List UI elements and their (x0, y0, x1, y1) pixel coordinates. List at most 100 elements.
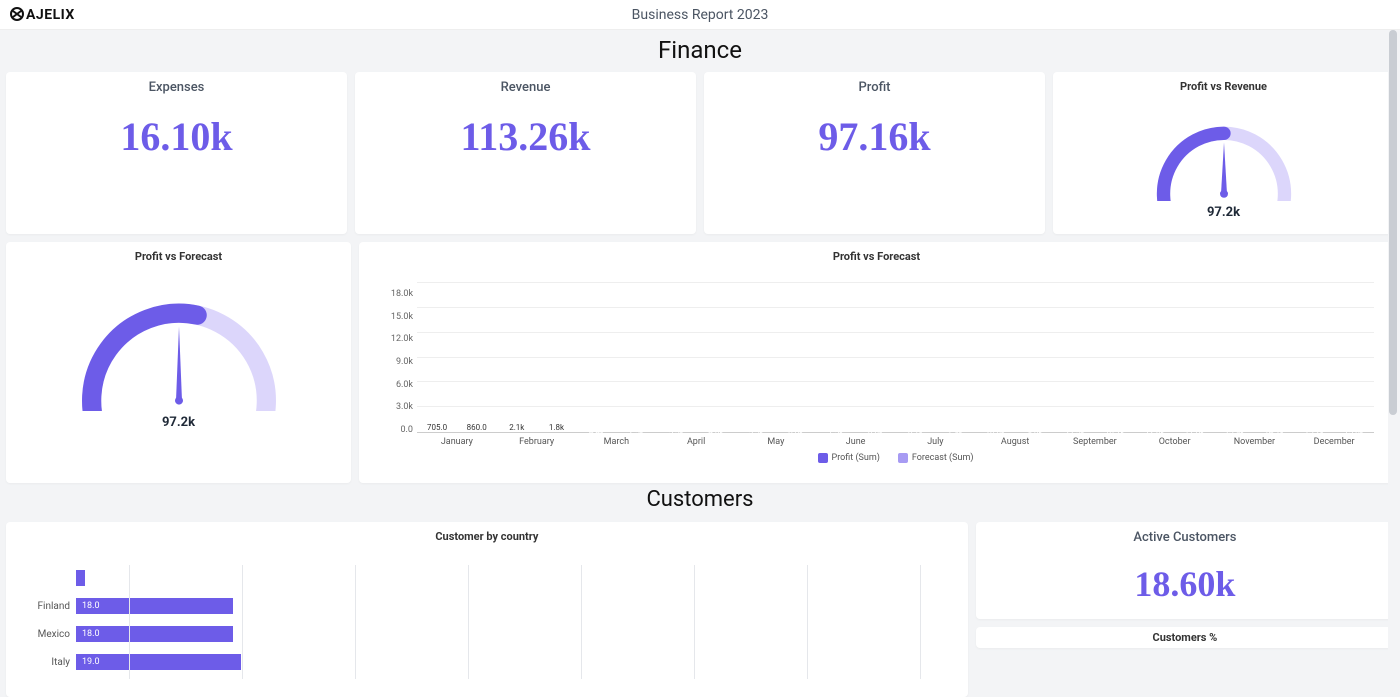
legend-item: Forecast (Sum) (898, 453, 974, 463)
bar-label: 12.6k (1145, 428, 1165, 437)
bar-label: 1.8k (549, 423, 564, 432)
bar-label: 15.2k (1304, 428, 1324, 437)
bar-label: 10.1k (1105, 428, 1125, 437)
legend-label: Forecast (Sum) (912, 453, 974, 463)
x-tick: March (577, 437, 657, 447)
y-tick: 6.0k (377, 380, 413, 390)
x-tick: October (1135, 437, 1215, 447)
x-tick: July (896, 437, 976, 447)
chart-card-customer-by-country: Customer by country Finland18.0Mexico18.… (6, 522, 968, 697)
bar-label: 11.6k (1185, 428, 1205, 437)
cbc-bar[interactable]: 18.0 (76, 598, 233, 614)
bar-label: 13.9k (1225, 428, 1245, 437)
y-tick: 12.0k (377, 334, 413, 344)
kpi-card-active-customers: Active Customers 18.60k (976, 522, 1394, 619)
gauge-profit-forecast (16, 281, 341, 411)
barchart-legend: Profit (Sum) Forecast (Sum) (417, 453, 1374, 463)
customers-pct-title: Customers % (984, 631, 1386, 644)
y-tick: 3.0k (377, 402, 413, 412)
x-tick: November (1215, 437, 1295, 447)
bar-label: 6.0k (788, 428, 803, 437)
barchart-title: Profit vs Forecast (369, 250, 1384, 263)
cbc-country-label: Finland (22, 601, 70, 612)
x-tick: February (497, 437, 577, 447)
topbar: AJELIX Business Report 2023 (0, 0, 1400, 30)
bar-label: 2.5k (629, 428, 644, 437)
cbc-value: 19.0 (82, 657, 100, 667)
barchart-card-profit-forecast: Profit vs Forecast 18.0k 15.0k 12.0k 9.0k 6.… (359, 242, 1394, 483)
section-header-customers: Customers (0, 483, 1400, 518)
y-tick: 9.0k (377, 357, 413, 367)
barchart-y-axis: 18.0k 15.0k 12.0k 9.0k 6.0k 3.0k 0.0 (377, 289, 413, 435)
bar-label: 4.0k (708, 428, 723, 437)
brand-logo: AJELIX (10, 7, 75, 23)
report-title: Business Report 2023 (632, 7, 769, 23)
customer-by-country-chart: Finland18.0Mexico18.0Italy19.0 (16, 561, 958, 683)
cbc-title: Customer by country (16, 530, 958, 543)
x-tick: May (736, 437, 816, 447)
cbc-bar[interactable]: 18.0 (76, 626, 233, 642)
kpi-value-revenue: 113.26k (365, 113, 686, 160)
bar-label: 5.3k (669, 428, 684, 437)
barchart-x-axis: JanuaryFebruaryMarchAprilMayJuneJulyAugu… (417, 437, 1374, 447)
y-tick: 15.0k (377, 312, 413, 322)
cbc-row (76, 567, 946, 589)
gauge-card-profit-forecast: Profit vs Forecast 97.2k (6, 242, 351, 483)
bar-label: 7.5k (828, 428, 843, 437)
kpi-value-expenses: 16.10k (16, 113, 337, 160)
bar-label: 14.1k (1264, 428, 1284, 437)
x-tick: June (816, 437, 896, 447)
x-tick: April (656, 437, 736, 447)
cbc-country-label: Italy (22, 657, 70, 668)
kpi-card-profit: Profit 97.16k (704, 72, 1045, 234)
y-tick: 0.0 (377, 425, 413, 435)
x-tick: January (417, 437, 497, 447)
cbc-row: Mexico18.0 (76, 623, 946, 645)
bar-label: 6.8k (868, 428, 883, 437)
page-scrollbar[interactable] (1388, 30, 1398, 672)
bar-label: 860.0 (467, 423, 487, 432)
bar-label: 4.4k (589, 428, 604, 437)
kpi-card-revenue: Revenue 113.26k (355, 72, 696, 234)
brand-icon (10, 7, 24, 21)
cbc-value: 18.0 (82, 601, 100, 611)
legend-swatch (898, 453, 908, 463)
cbc-row: Finland18.0 (76, 595, 946, 617)
bar-label: 7.9k (948, 428, 963, 437)
bar-label: 10.0k (985, 428, 1005, 437)
bar-label: 8.7k (908, 428, 923, 437)
bar-label: 11.3k (1065, 428, 1085, 437)
kpi-value-profit: 97.16k (714, 113, 1035, 160)
customers-row: Customer by country Finland18.0Mexico18.… (0, 522, 1400, 697)
kpi-title-profit: Profit (714, 80, 1035, 95)
x-tick: August (975, 437, 1055, 447)
scrollbar-thumb[interactable] (1389, 30, 1397, 415)
legend-item: Profit (Sum) (818, 453, 880, 463)
gauge-card-profit-revenue: Profit vs Revenue 97.2k (1053, 72, 1394, 234)
legend-swatch (818, 453, 828, 463)
kpi-value-active-customers: 18.60k (986, 563, 1384, 605)
legend-label: Profit (Sum) (832, 453, 880, 463)
kpi-card-expenses: Expenses 16.10k (6, 72, 347, 234)
gauge-title-profit-forecast: Profit vs Forecast (16, 250, 341, 263)
gauge-title-profit-revenue: Profit vs Revenue (1063, 80, 1384, 93)
cbc-bar[interactable]: 19.0 (76, 654, 241, 670)
bar-label: 5.5k (748, 428, 763, 437)
bar-label: 705.0 (427, 423, 447, 432)
section-header-finance: Finance (0, 30, 1400, 72)
cbc-country-label: Mexico (22, 629, 70, 640)
kpi-title-expenses: Expenses (16, 80, 337, 95)
y-tick: 18.0k (377, 289, 413, 299)
gauge-profit-revenue (1063, 111, 1384, 201)
brand-text: AJELIX (26, 7, 75, 23)
customers-right-col: Active Customers 18.60k Customers % (976, 522, 1394, 697)
cbc-bar[interactable] (76, 570, 85, 586)
kpi-title-active-customers: Active Customers (986, 530, 1384, 545)
cbc-value: 18.0 (82, 629, 100, 639)
bar-label: 9.0k (1027, 428, 1042, 437)
kpi-title-revenue: Revenue (365, 80, 686, 95)
gauge-value-profit-forecast: 97.2k (16, 415, 341, 430)
barchart-plot: 705.0860.02.1k1.8k4.4k2.5k5.3k4.0k5.5k6.… (417, 283, 1374, 433)
row-2: Profit vs Forecast 97.2k Profit vs Forec… (0, 242, 1400, 483)
card-customers-pct: Customers % (976, 627, 1394, 648)
